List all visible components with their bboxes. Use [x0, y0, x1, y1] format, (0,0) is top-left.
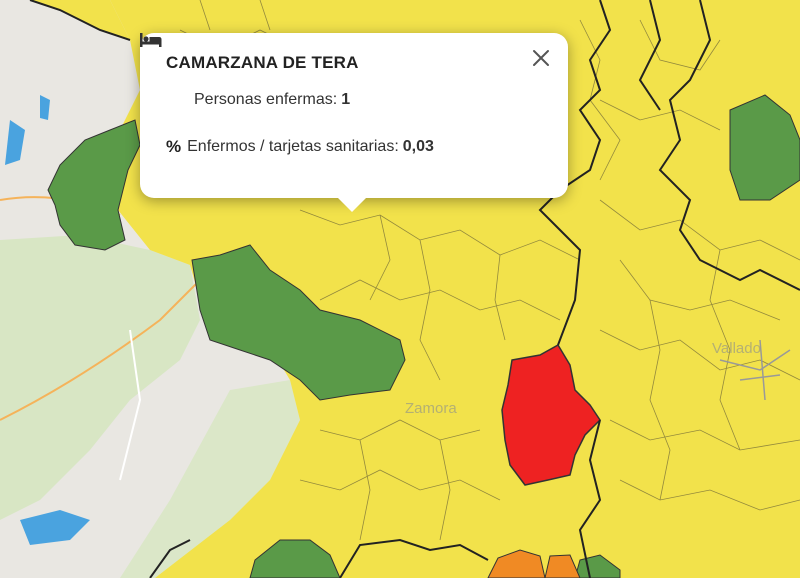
popup-row-label: Personas enfermas:: [194, 91, 338, 108]
region-green: [249, 539, 341, 578]
region-green: [729, 94, 800, 201]
popup-row-value: 1: [341, 91, 351, 108]
region-orange: [487, 549, 546, 578]
region-red: [501, 343, 601, 486]
region-green: [191, 244, 406, 401]
road: [119, 329, 142, 481]
city-roads: [719, 339, 791, 401]
water-body: [40, 95, 50, 120]
city-label-valladolid: Vallado: [712, 340, 761, 357]
close-icon[interactable]: [530, 47, 552, 69]
region-green: [47, 119, 141, 251]
province-borders: [29, 0, 800, 578]
percent-icon: %: [166, 137, 182, 156]
road: [0, 279, 201, 421]
popup-row-label: Enfermos / tarjetas sanitarias:: [187, 138, 399, 155]
popup-row-ratio: % Enfermos / tarjetas sanitarias: 0,03: [166, 137, 542, 157]
popup-row-sick: Personas enfermas: 1: [140, 33, 542, 109]
city-label-zamora: Zamora: [405, 400, 457, 417]
popup-title: CAMARZANA DE TERA: [166, 53, 359, 72]
park-area: [120, 380, 300, 578]
park-area: [0, 235, 200, 520]
region-orange: [544, 554, 581, 578]
water-body: [5, 120, 25, 165]
info-popup: CAMARZANA DE TERA Personas enfermas: 1 %…: [140, 33, 568, 212]
water-body: [20, 510, 90, 545]
popup-row-value: 0,03: [402, 138, 434, 155]
bed-icon: [140, 33, 188, 107]
